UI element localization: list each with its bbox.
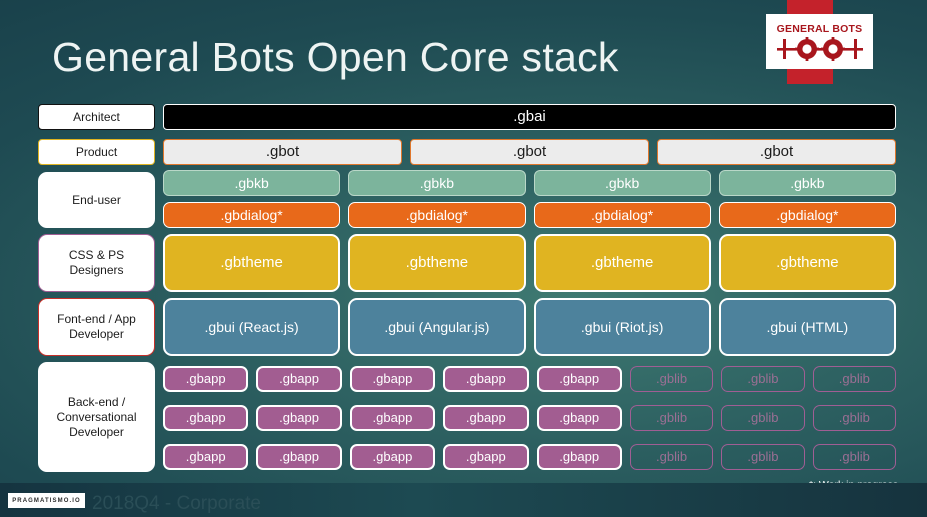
- pragmatismo-logo-text: PRAGMATISMO.IO: [12, 497, 81, 504]
- block-gbot[interactable]: .gbot: [410, 139, 649, 165]
- block-gbui-angular[interactable]: .gbui (Angular.js): [348, 298, 526, 356]
- row-gbapp-gblib-3: .gbapp .gbapp .gbapp .gbapp .gbapp .gbli…: [163, 444, 896, 470]
- block-gbdialog[interactable]: .gbdialog*: [163, 202, 341, 228]
- block-gbapp[interactable]: .gbapp: [349, 405, 436, 431]
- block-gblib[interactable]: .gblib: [721, 366, 805, 392]
- row-gbdialog: .gbdialog* .gbdialog* .gbdialog* .gbdial…: [163, 202, 896, 228]
- block-gbtheme[interactable]: .gbtheme: [163, 234, 341, 292]
- block-gbtheme[interactable]: .gbtheme: [533, 234, 711, 292]
- block-gbapp[interactable]: .gbapp: [536, 405, 622, 431]
- block-gbapp[interactable]: .gbapp: [443, 405, 529, 431]
- footer-caption: 2018Q4 - Corporate: [92, 493, 261, 514]
- block-gblib[interactable]: .gblib: [721, 405, 805, 431]
- general-bots-logo: GENERAL BOTS: [766, 14, 873, 69]
- row-gbapp-gblib-2: .gbapp .gbapp .gbapp .gbapp .gbapp .gbli…: [163, 405, 896, 431]
- pragmatismo-logo: PRAGMATISMO.IO: [8, 493, 85, 508]
- row-gbui: .gbui (React.js) .gbui (Angular.js) .gbu…: [163, 298, 896, 356]
- role-label-designers: CSS & PS Designers: [38, 234, 155, 292]
- block-gbapp[interactable]: .gbapp: [349, 366, 436, 392]
- block-gbapp[interactable]: .gbapp: [256, 444, 342, 470]
- role-label-product: Product: [38, 139, 155, 165]
- row-gbot: .gbot .gbot .gbot: [163, 139, 896, 165]
- block-gbkb[interactable]: .gbkb: [533, 170, 711, 196]
- block-gblib[interactable]: .gblib: [812, 405, 896, 431]
- block-gbapp[interactable]: .gbapp: [536, 366, 622, 392]
- block-gbapp[interactable]: .gbapp: [443, 444, 529, 470]
- block-gbapp[interactable]: .gbapp: [536, 444, 622, 470]
- block-gbdialog[interactable]: .gbdialog*: [348, 202, 526, 228]
- role-label-architect: Architect: [38, 104, 155, 130]
- block-gbapp[interactable]: .gbapp: [163, 444, 249, 470]
- block-gbtheme[interactable]: .gbtheme: [348, 234, 526, 292]
- block-gbot[interactable]: .gbot: [163, 139, 402, 165]
- block-gbkb[interactable]: .gbkb: [718, 170, 896, 196]
- block-gblib[interactable]: .gblib: [629, 444, 714, 470]
- role-label-end-user: End-user: [38, 172, 155, 228]
- block-gbapp[interactable]: .gbapp: [256, 366, 342, 392]
- block-gbui-react[interactable]: .gbui (React.js): [163, 298, 341, 356]
- block-gblib[interactable]: .gblib: [812, 444, 896, 470]
- block-gbapp[interactable]: .gbapp: [163, 405, 249, 431]
- block-gbai[interactable]: .gbai: [163, 104, 896, 130]
- role-label-frontend: Font-end / App Developer: [38, 298, 155, 356]
- block-gbui-html[interactable]: .gbui (HTML): [718, 298, 896, 356]
- block-gbapp[interactable]: .gbapp: [443, 366, 529, 392]
- role-label-backend: Back-end / Conversational Developer: [38, 362, 155, 472]
- block-gbui-riot[interactable]: .gbui (Riot.js): [533, 298, 711, 356]
- block-gblib[interactable]: .gblib: [629, 366, 714, 392]
- block-gbapp[interactable]: .gbapp: [349, 444, 436, 470]
- general-bots-logo-text: GENERAL BOTS: [776, 22, 863, 35]
- block-gbdialog[interactable]: .gbdialog*: [533, 202, 711, 228]
- gears-robot-icon: [776, 36, 863, 61]
- block-gblib[interactable]: .gblib: [812, 366, 896, 392]
- footer-bar: [0, 483, 927, 517]
- page-title: General Bots Open Core stack: [52, 34, 619, 80]
- block-gbapp[interactable]: .gbapp: [163, 366, 249, 392]
- block-gbot[interactable]: .gbot: [657, 139, 896, 165]
- block-gbkb[interactable]: .gbkb: [163, 170, 341, 196]
- row-gbkb: .gbkb .gbkb .gbkb .gbkb: [163, 170, 896, 196]
- block-gbdialog[interactable]: .gbdialog*: [718, 202, 896, 228]
- block-gblib[interactable]: .gblib: [721, 444, 805, 470]
- block-gbkb[interactable]: .gbkb: [348, 170, 526, 196]
- row-gbapp-gblib-1: .gbapp .gbapp .gbapp .gbapp .gbapp .gbli…: [163, 366, 896, 392]
- block-gblib[interactable]: .gblib: [629, 405, 714, 431]
- row-gbtheme: .gbtheme .gbtheme .gbtheme .gbtheme: [163, 234, 896, 292]
- block-gbapp[interactable]: .gbapp: [256, 405, 342, 431]
- block-gbtheme[interactable]: .gbtheme: [718, 234, 896, 292]
